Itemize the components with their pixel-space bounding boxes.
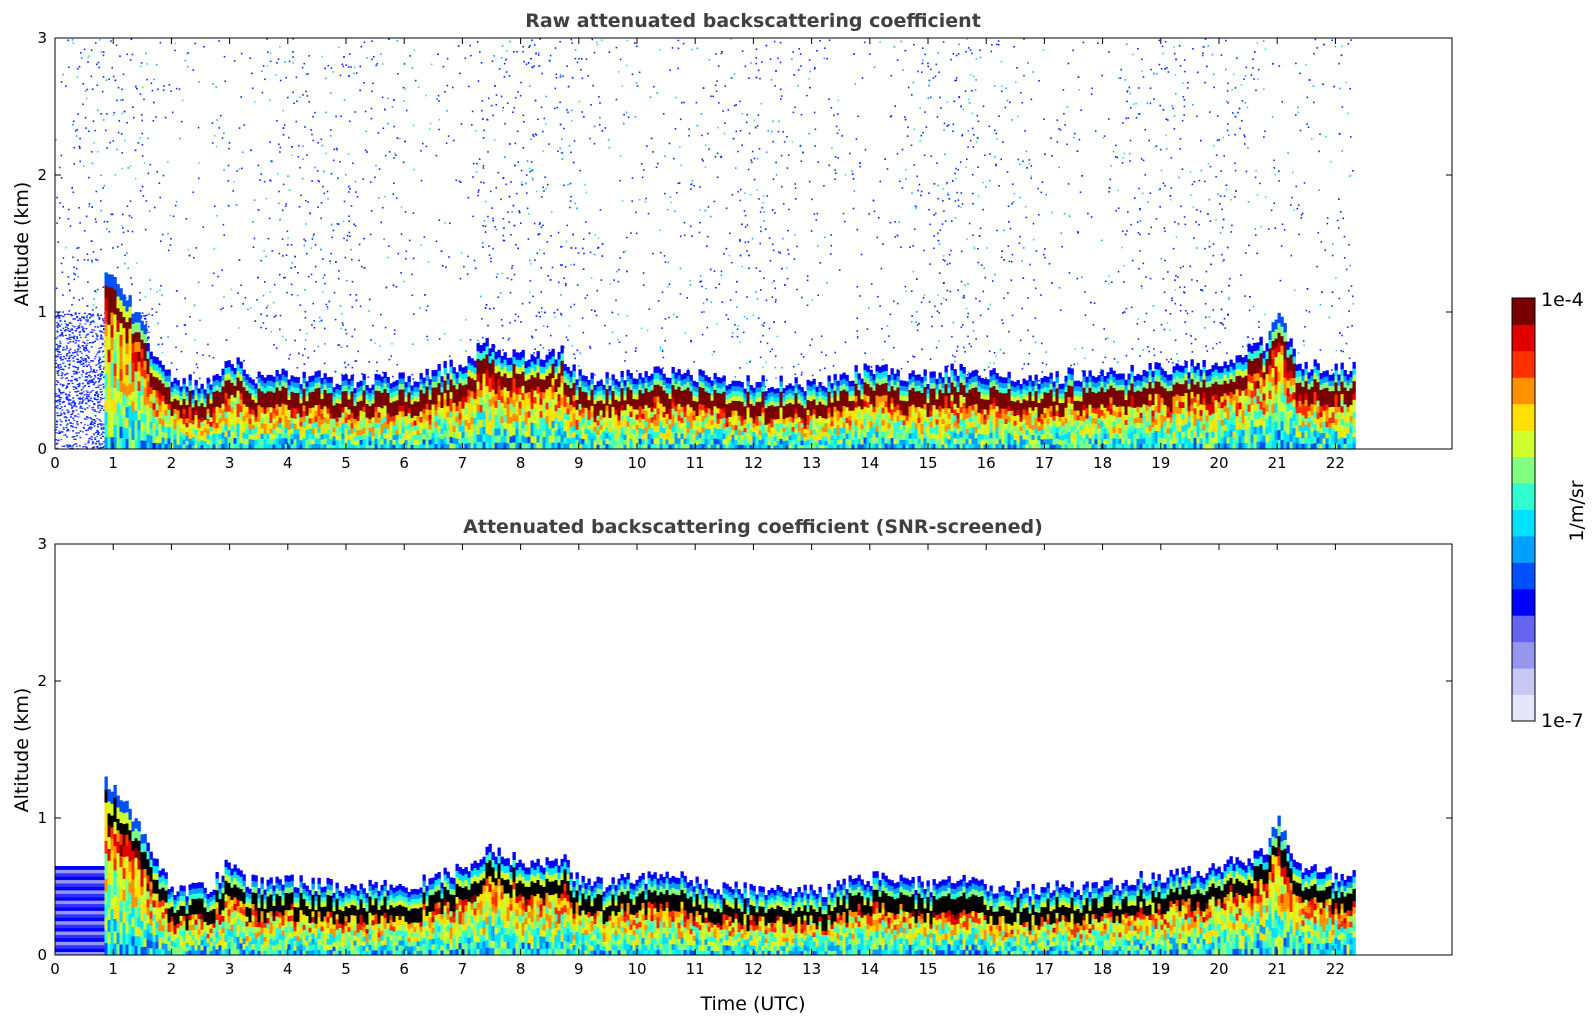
x-tick-label: 15 (918, 454, 937, 472)
y-tick-label: 3 (37, 29, 47, 47)
colorbar-bands (1512, 298, 1535, 722)
x-tick-label: 21 (1268, 454, 1287, 472)
y-tick-label: 1 (37, 809, 47, 827)
colorbar-band (1512, 403, 1535, 431)
colorbar-band (1512, 483, 1535, 510)
colorbar-band (1512, 298, 1535, 325)
colorbar-frame (1511, 297, 1536, 722)
colorbar-band (1512, 509, 1535, 537)
screened-heatmap-area (55, 776, 1356, 955)
y-tick-label: 0 (37, 440, 47, 458)
x-tick-label: 9 (574, 454, 584, 472)
x-tick-label: 6 (399, 960, 409, 978)
boundary-layer-columns (104, 776, 1356, 955)
boundary-layer-columns (104, 272, 1356, 449)
raw-y-axis-label: Altitude (km) (11, 182, 33, 307)
x-tick-label: 22 (1326, 454, 1345, 472)
x-tick-label: 13 (802, 960, 821, 978)
x-axis-label: Time (UTC) (699, 993, 805, 1015)
x-tick-label: 2 (167, 454, 177, 472)
x-tick-label: 7 (458, 454, 468, 472)
colorbar: 1e-4 1e-7 1/m/sr (1511, 289, 1588, 732)
x-tick-label: 17 (1035, 960, 1054, 978)
colorbar-band (1512, 350, 1535, 378)
colorbar-min-label: 1e-7 (1541, 710, 1584, 732)
x-tick-label: 8 (516, 960, 526, 978)
y-tick-label: 2 (37, 166, 47, 184)
x-tick-label: 4 (283, 454, 293, 472)
x-tick-label: 15 (918, 960, 937, 978)
colorbar-band (1512, 377, 1535, 405)
x-tick-label: 9 (574, 960, 584, 978)
raw-x-axis: 0 1 2 3 4 5 6 7 8 9 10 11 12 13 14 15 16 17 18 19 20 21 22 (50, 38, 1345, 472)
x-tick-label: 3 (225, 960, 235, 978)
x-tick-label: 14 (860, 454, 879, 472)
x-tick-label: 11 (686, 454, 705, 472)
colorbar-band (1512, 456, 1535, 484)
x-tick-label: 20 (1209, 960, 1228, 978)
screened-backscatter-panel: Attenuated backscattering coefficient (S… (11, 516, 1453, 1015)
x-tick-label: 19 (1151, 454, 1170, 472)
colorbar-band (1512, 694, 1535, 722)
colorbar-band (1512, 535, 1535, 563)
x-tick-label: 10 (627, 960, 646, 978)
x-tick-label: 0 (50, 960, 60, 978)
x-tick-label: 5 (341, 454, 351, 472)
colorbar-band (1512, 430, 1535, 458)
x-tick-label: 6 (399, 454, 409, 472)
x-tick-label: 10 (627, 454, 646, 472)
screened-x-axis: 0 1 2 3 4 5 6 7 8 9 10 11 12 13 14 15 16 17 18 19 20 21 22 (50, 544, 1345, 978)
colorbar-max-label: 1e-4 (1541, 289, 1584, 311)
x-tick-label: 18 (1093, 454, 1112, 472)
screened-y-axis-label: Altitude (km) (11, 688, 33, 813)
x-tick-label: 13 (802, 454, 821, 472)
x-tick-label: 4 (283, 960, 293, 978)
x-tick-label: 5 (341, 960, 351, 978)
x-tick-label: 14 (860, 960, 879, 978)
noise-speckle (55, 38, 1354, 396)
raw-panel-title: Raw attenuated backscattering coefficien… (525, 10, 981, 32)
x-tick-label: 16 (977, 960, 996, 978)
x-tick-label: 12 (744, 960, 763, 978)
colorbar-band (1512, 324, 1535, 352)
raw-y-axis: 0 1 2 3 (37, 29, 1452, 458)
x-tick-label: 19 (1151, 960, 1170, 978)
x-tick-label: 17 (1035, 454, 1054, 472)
x-tick-label: 11 (686, 960, 705, 978)
raw-heatmap-area (55, 38, 1356, 449)
x-tick-label: 18 (1093, 960, 1112, 978)
colorbar-unit-label: 1/m/sr (1566, 480, 1588, 541)
colorbar-band (1512, 615, 1535, 643)
low-haze-region (55, 866, 143, 955)
x-tick-label: 3 (225, 454, 235, 472)
colorbar-band (1512, 668, 1535, 695)
colorbar-band (1512, 641, 1535, 669)
x-tick-label: 0 (50, 454, 60, 472)
x-tick-label: 1 (108, 960, 118, 978)
x-tick-label: 20 (1209, 454, 1228, 472)
y-tick-label: 1 (37, 303, 47, 321)
screened-y-axis: 0 1 2 3 (37, 535, 1452, 964)
x-tick-label: 22 (1326, 960, 1345, 978)
y-tick-label: 3 (37, 535, 47, 553)
x-tick-label: 21 (1268, 960, 1287, 978)
x-tick-label: 7 (458, 960, 468, 978)
screened-panel-title: Attenuated backscattering coefficient (S… (463, 516, 1043, 538)
y-tick-label: 0 (37, 946, 47, 964)
raw-backscatter-panel: Raw attenuated backscattering coefficien… (11, 10, 1453, 472)
x-tick-label: 16 (977, 454, 996, 472)
x-tick-label: 1 (108, 454, 118, 472)
colorbar-band (1512, 562, 1535, 590)
y-tick-label: 2 (37, 672, 47, 690)
colorbar-band (1512, 588, 1535, 616)
x-tick-label: 2 (167, 960, 177, 978)
x-tick-label: 8 (516, 454, 526, 472)
x-tick-label: 12 (744, 454, 763, 472)
